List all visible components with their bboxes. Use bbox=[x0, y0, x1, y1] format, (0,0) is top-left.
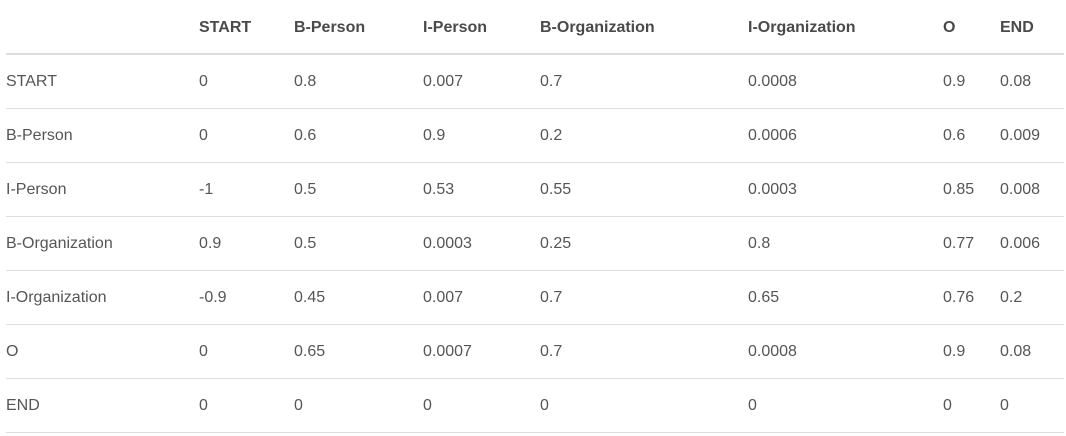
row-label-cell: I-Organization bbox=[6, 270, 199, 325]
table-cell: 0 bbox=[199, 378, 294, 433]
table-cell: 0.8 bbox=[294, 54, 423, 109]
table-cell: 0 bbox=[943, 378, 1000, 433]
table-cell: 0.008 bbox=[1000, 162, 1064, 217]
table-cell: 0.007 bbox=[423, 270, 540, 325]
table-body: START 0 0.8 0.007 0.7 0.0008 0.9 0.08 B-Person 0 0… bbox=[6, 54, 1064, 433]
table-cell: 0.5 bbox=[294, 216, 423, 271]
table-cell: 0.6 bbox=[294, 108, 423, 163]
header-cell-i-organization: I-Organization bbox=[748, 0, 943, 55]
table-cell: 0.0008 bbox=[748, 54, 943, 109]
table-cell: 0.0006 bbox=[748, 108, 943, 163]
transition-matrix-table: START B-Person I-Person B-Organization I… bbox=[6, 0, 1064, 433]
table-cell: 0 bbox=[199, 54, 294, 109]
table-cell: -1 bbox=[199, 162, 294, 217]
row-label-cell: O bbox=[6, 324, 199, 379]
table-cell: 0.8 bbox=[748, 216, 943, 271]
table-cell: 0.53 bbox=[423, 162, 540, 217]
table-header: START B-Person I-Person B-Organization I… bbox=[6, 0, 1064, 55]
row-label-cell: START bbox=[6, 54, 199, 109]
table-cell: 0.2 bbox=[1000, 270, 1064, 325]
table-cell: 0.7 bbox=[540, 324, 748, 379]
header-cell-start: START bbox=[199, 0, 294, 55]
table-row: O 0 0.65 0.0007 0.7 0.0008 0.9 0.08 bbox=[6, 324, 1064, 379]
row-label-cell: I-Person bbox=[6, 162, 199, 217]
table-cell: 0.7 bbox=[540, 270, 748, 325]
table-cell: 0 bbox=[748, 378, 943, 433]
table-row: B-Person 0 0.6 0.9 0.2 0.0006 0.6 0.009 bbox=[6, 108, 1064, 163]
table-row: I-Organization -0.9 0.45 0.007 0.7 0.65 0.76 0.… bbox=[6, 270, 1064, 325]
row-label-cell: B-Person bbox=[6, 108, 199, 163]
table-cell: 0 bbox=[294, 378, 423, 433]
table-row: I-Person -1 0.5 0.53 0.55 0.0003 0.85 0.008 bbox=[6, 162, 1064, 217]
table-cell: 0.009 bbox=[1000, 108, 1064, 163]
table-cell: 0 bbox=[199, 108, 294, 163]
header-cell-b-person: B-Person bbox=[294, 0, 423, 55]
table-cell: 0.0003 bbox=[748, 162, 943, 217]
table-row: END 0 0 0 0 0 0 0 bbox=[6, 378, 1064, 433]
table-cell: 0.9 bbox=[199, 216, 294, 271]
table-cell: 0.7 bbox=[540, 54, 748, 109]
table-cell: 0.0008 bbox=[748, 324, 943, 379]
table-cell: 0.9 bbox=[423, 108, 540, 163]
table-cell: 0 bbox=[199, 324, 294, 379]
header-row: START B-Person I-Person B-Organization I… bbox=[6, 0, 1064, 55]
table-cell: 0.2 bbox=[540, 108, 748, 163]
table-cell: 0.0007 bbox=[423, 324, 540, 379]
table-cell: 0.08 bbox=[1000, 324, 1064, 379]
table-cell: 0.77 bbox=[943, 216, 1000, 271]
table-cell: 0.6 bbox=[943, 108, 1000, 163]
header-cell-end: END bbox=[1000, 0, 1064, 55]
table-cell: 0.65 bbox=[294, 324, 423, 379]
table-cell: 0 bbox=[423, 378, 540, 433]
table-cell: 0.45 bbox=[294, 270, 423, 325]
table-cell: 0.25 bbox=[540, 216, 748, 271]
table-cell: 0.85 bbox=[943, 162, 1000, 217]
table-row: B-Organization 0.9 0.5 0.0003 0.25 0.8 0.77 0.0… bbox=[6, 216, 1064, 271]
table-cell: 0.5 bbox=[294, 162, 423, 217]
header-cell-o: O bbox=[943, 0, 1000, 55]
row-label-cell: B-Organization bbox=[6, 216, 199, 271]
table-row: START 0 0.8 0.007 0.7 0.0008 0.9 0.08 bbox=[6, 54, 1064, 109]
table-cell: 0.55 bbox=[540, 162, 748, 217]
table-cell: 0.9 bbox=[943, 324, 1000, 379]
table-cell: 0 bbox=[1000, 378, 1064, 433]
table-cell: 0.0003 bbox=[423, 216, 540, 271]
row-label-cell: END bbox=[6, 378, 199, 433]
table-cell: 0.006 bbox=[1000, 216, 1064, 271]
table-cell: 0.9 bbox=[943, 54, 1000, 109]
table-cell: 0.76 bbox=[943, 270, 1000, 325]
table-cell: 0.08 bbox=[1000, 54, 1064, 109]
header-cell-corner bbox=[6, 0, 199, 55]
table-cell: -0.9 bbox=[199, 270, 294, 325]
table-cell: 0.007 bbox=[423, 54, 540, 109]
table-cell: 0 bbox=[540, 378, 748, 433]
header-cell-b-organization: B-Organization bbox=[540, 0, 748, 55]
header-cell-i-person: I-Person bbox=[423, 0, 540, 55]
table-cell: 0.65 bbox=[748, 270, 943, 325]
